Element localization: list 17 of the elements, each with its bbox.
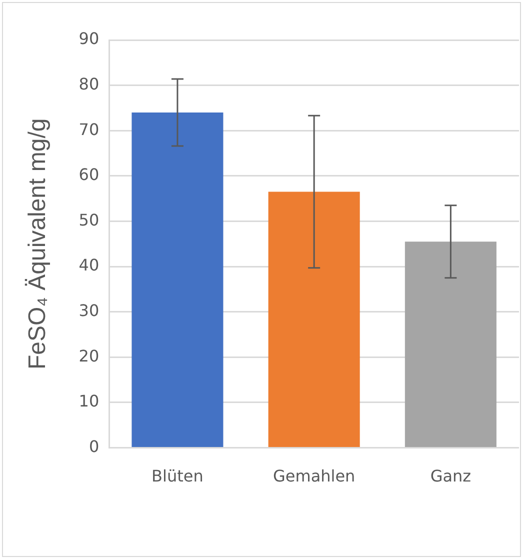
y-tick-label: 40	[78, 256, 100, 275]
y-tick-label: 20	[78, 346, 100, 366]
y-tick-label: 0	[88, 436, 100, 456]
x-tick-label: Ganz	[430, 466, 472, 486]
bar	[268, 192, 360, 448]
y-tick-label: 80	[78, 74, 100, 94]
y-tick-label: 70	[78, 120, 100, 139]
y-tick-label: 50	[78, 210, 100, 230]
y-tick-label: 60	[78, 165, 100, 184]
bar	[404, 242, 496, 448]
y-tick-label: 90	[78, 29, 100, 48]
y-tick-label: 10	[78, 392, 100, 411]
x-tick-label: Blüten	[152, 466, 204, 486]
y-axis-title: FeSO₄ Äquivalent mg/g	[24, 118, 52, 370]
y-tick-label: 30	[78, 301, 100, 320]
x-tick-label: Gemahlen	[272, 466, 356, 486]
bar	[132, 112, 224, 448]
